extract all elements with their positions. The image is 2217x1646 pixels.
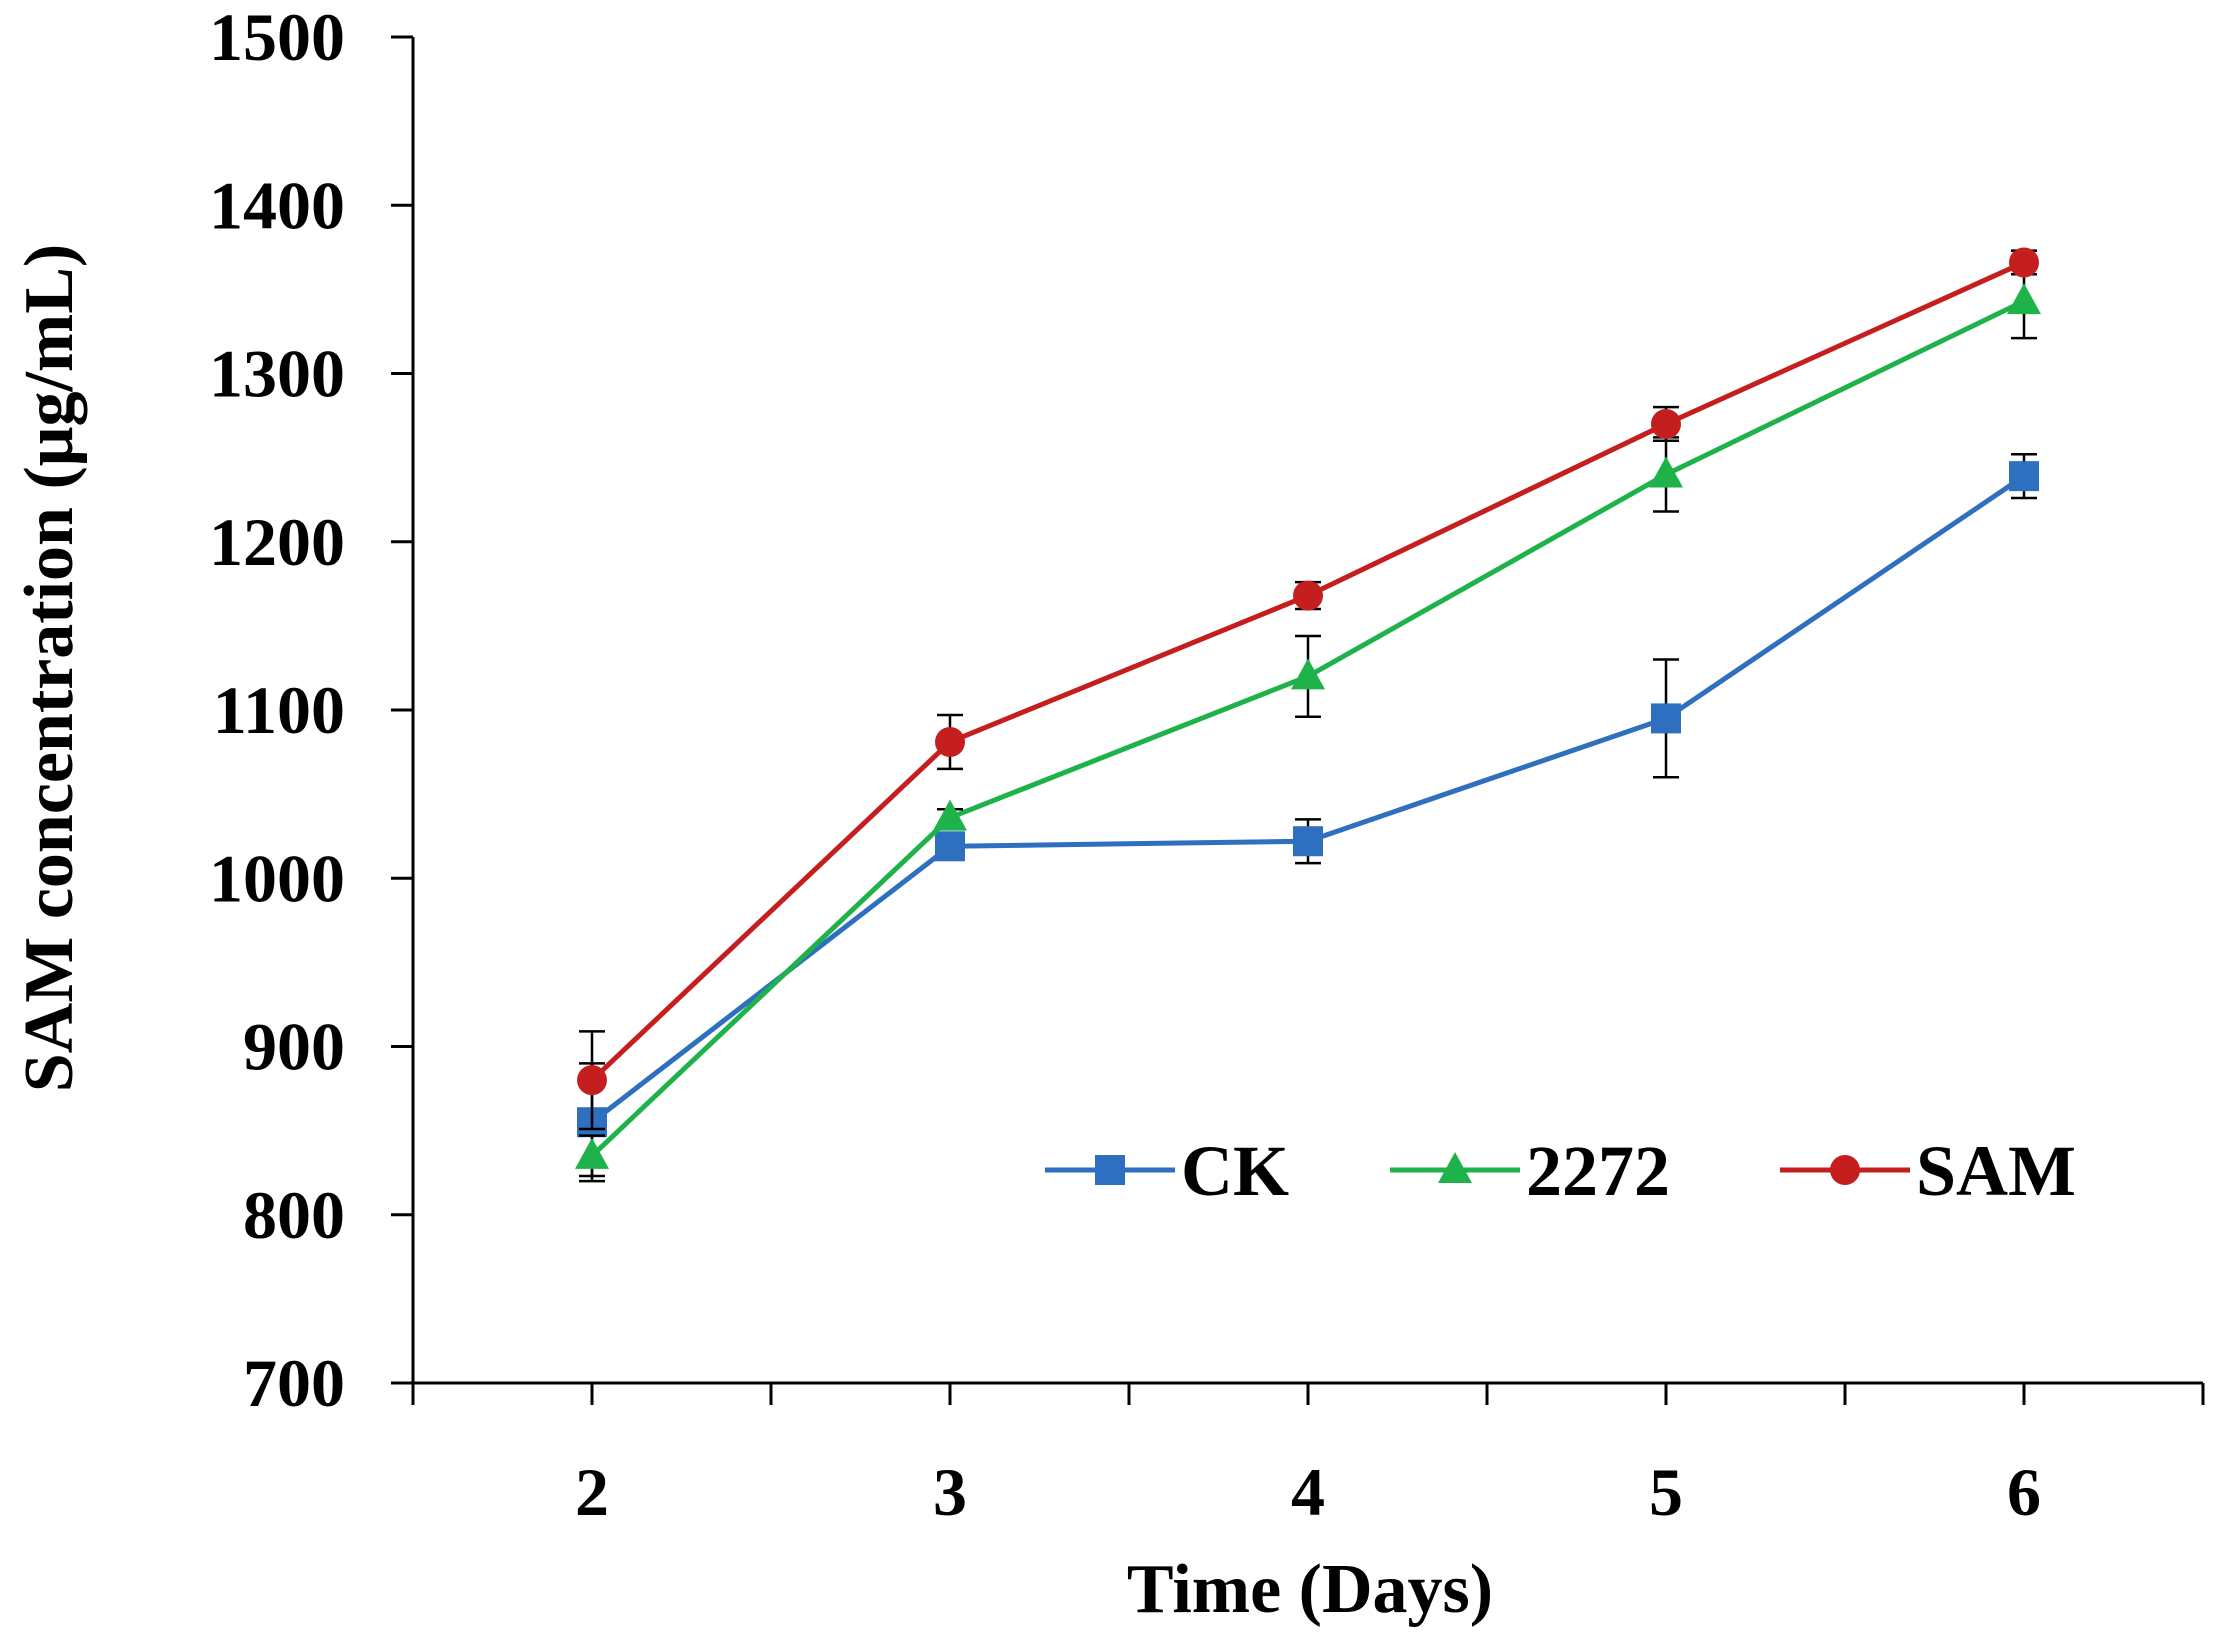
y-tick-label: 800 <box>243 1177 345 1253</box>
series-2272 <box>575 262 2041 1178</box>
x-tick-label: 5 <box>1649 1454 1683 1530</box>
legend: CK 2272 SAM <box>1045 1131 2076 1211</box>
data-point-sam <box>935 726 965 757</box>
data-point-sam <box>1293 580 1323 611</box>
legend-label-sam: SAM <box>1916 1131 2076 1211</box>
y-tick-label: 1100 <box>213 672 345 748</box>
data-point-sam <box>2009 247 2039 278</box>
x-ticks: 2 3 4 5 6 <box>411 1383 2205 1530</box>
legend-item-2272: 2272 <box>1390 1131 1670 1211</box>
data-point-ck <box>1651 703 1681 734</box>
data-point-2272 <box>1649 456 1683 488</box>
x-tick-label: 2 <box>575 1454 609 1530</box>
legend-item-ck: CK <box>1045 1131 1289 1211</box>
axes: 700 800 900 1000 1100 1200 1300 1400 1500 2 3 4 5 6 <box>209 0 2205 1530</box>
y-ticks: 700 800 900 1000 1100 1200 1300 1400 1500 <box>209 0 413 1421</box>
y-tick-label: 1400 <box>209 167 345 243</box>
legend-marker-2272 <box>1438 1152 1472 1183</box>
data-point-2272 <box>933 799 967 831</box>
legend-marker-sam <box>1830 1155 1860 1185</box>
series-layer <box>575 247 2041 1183</box>
y-tick-label: 1300 <box>209 336 345 412</box>
series-line-2272 <box>590 298 2026 1158</box>
x-tick-label: 3 <box>933 1454 967 1530</box>
y-tick-label: 1200 <box>209 504 345 580</box>
legend-label-2272: 2272 <box>1526 1131 1670 1211</box>
data-point-ck <box>935 831 965 862</box>
legend-label-ck: CK <box>1181 1131 1289 1211</box>
data-point-2272 <box>575 1137 609 1169</box>
x-tick-label: 6 <box>2007 1454 2041 1530</box>
y-tick-label: 1000 <box>209 840 345 916</box>
data-point-ck <box>2009 461 2039 492</box>
legend-item-sam: SAM <box>1780 1131 2076 1211</box>
x-tick-label: 4 <box>1291 1454 1325 1530</box>
y-tick-label: 700 <box>243 1345 345 1421</box>
legend-marker-ck <box>1095 1155 1125 1185</box>
data-point-ck <box>1293 826 1323 857</box>
data-point-2272 <box>2007 283 2041 315</box>
data-point-sam <box>1651 408 1681 439</box>
data-point-2272 <box>1291 658 1325 690</box>
y-axis-title: SAM concentration (μg/mL) <box>11 244 88 1092</box>
series-line-ck <box>590 474 2026 1125</box>
x-axis-title: Time (Days) <box>1127 1551 1493 1628</box>
series-sam <box>577 247 2039 1131</box>
data-point-sam <box>577 1065 607 1096</box>
y-tick-label: 1500 <box>209 0 345 75</box>
series-ck <box>577 453 2039 1183</box>
y-tick-label: 900 <box>243 1009 345 1085</box>
